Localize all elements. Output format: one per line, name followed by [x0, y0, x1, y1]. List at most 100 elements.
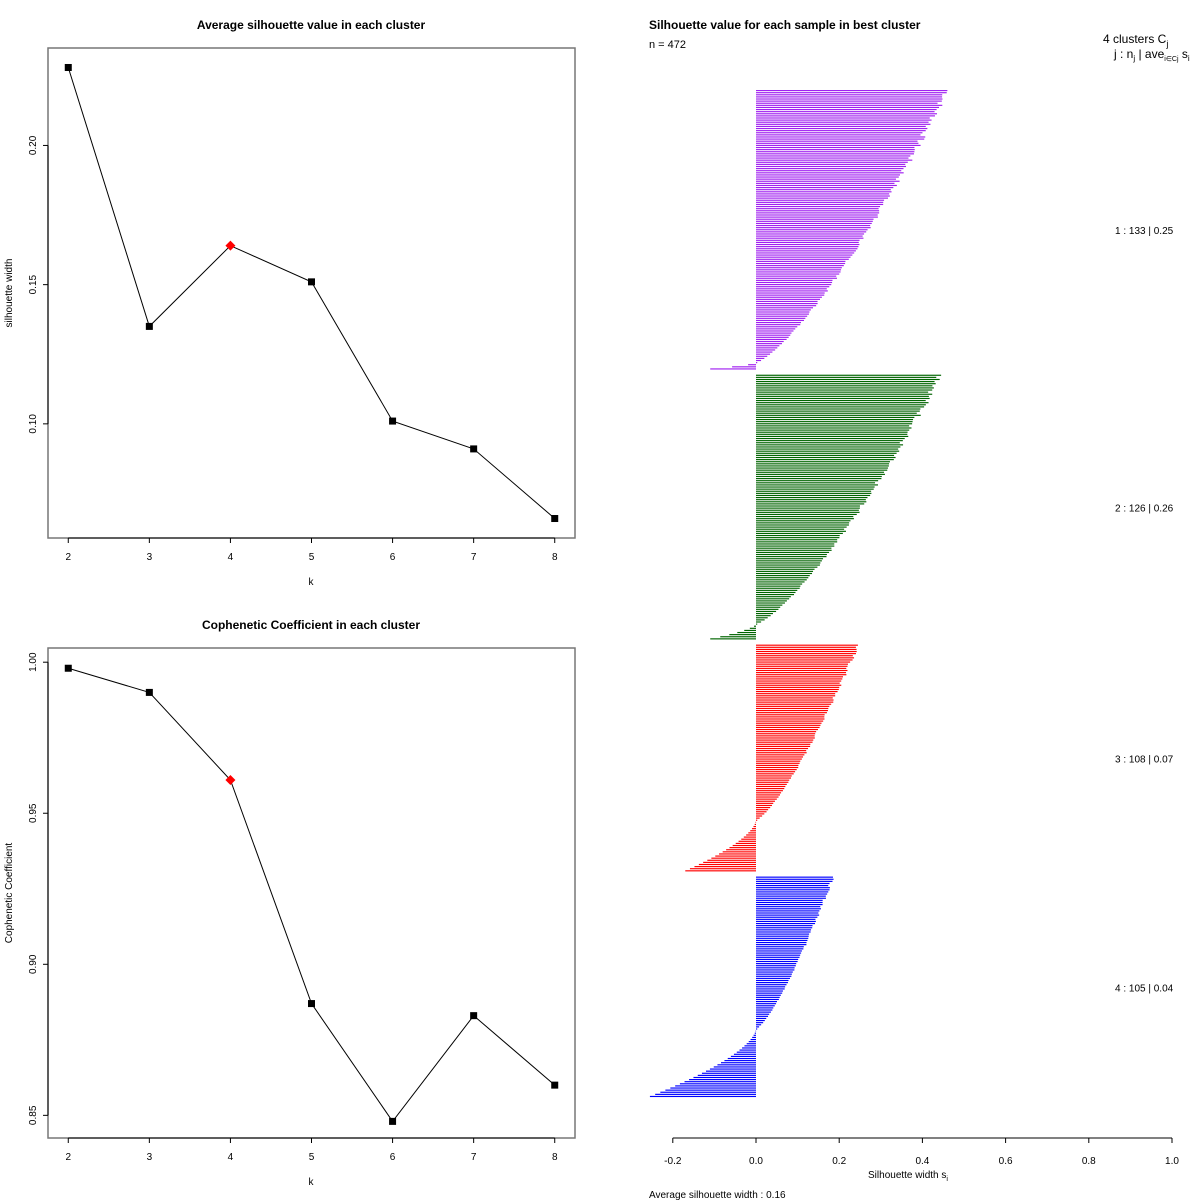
- silhouette-bar: [756, 184, 897, 187]
- x-axis-label: Silhouette width si: [868, 1170, 948, 1183]
- silhouette-bar: [730, 1055, 756, 1057]
- silhouette-bar: [756, 315, 808, 317]
- silhouette-bar: [756, 448, 899, 450]
- silhouette-bar: [709, 1068, 756, 1070]
- silhouette-bar: [756, 779, 790, 781]
- silhouette-bar: [756, 208, 879, 210]
- silhouette-bar: [756, 399, 926, 402]
- silhouette-bar: [756, 596, 791, 598]
- silhouette-bar: [744, 629, 756, 632]
- silhouette-bar: [756, 720, 824, 722]
- silhouette-bar: [756, 480, 879, 482]
- silhouette-bar: [756, 608, 779, 610]
- silhouette-bar: [756, 585, 801, 587]
- silhouette-bar: [698, 863, 756, 866]
- silhouette-bar: [665, 1089, 756, 1091]
- silhouette-bar: [756, 941, 807, 944]
- silhouette-bar: [756, 648, 857, 650]
- silhouette-bar: [756, 813, 765, 815]
- silhouette-bar: [756, 731, 817, 733]
- silhouette-bar: [756, 324, 801, 326]
- silhouette-bar: [756, 140, 918, 142]
- silhouette-bar: [756, 146, 915, 149]
- silhouette-bar: [756, 925, 813, 927]
- cluster-label: 1 : 133 | 0.25: [1115, 226, 1174, 237]
- silhouette-bar: [756, 906, 821, 908]
- silhouette-bar: [756, 168, 904, 170]
- silhouette-bar: [756, 144, 921, 146]
- silhouette-bar: [756, 564, 820, 566]
- silhouette-bar: [756, 650, 857, 653]
- silhouette-bar: [756, 998, 779, 1001]
- silhouette-bar: [756, 889, 830, 891]
- silhouette-bar: [756, 785, 786, 788]
- silhouette-bar: [735, 842, 756, 844]
- silhouette-bar: [756, 416, 915, 419]
- silhouette-bar: [756, 288, 827, 290]
- silhouette-bar: [756, 688, 839, 691]
- silhouette-bar: [756, 465, 889, 467]
- silhouette-bar: [675, 1085, 756, 1087]
- silhouette-bar: [756, 973, 792, 975]
- silhouette-bar: [756, 189, 891, 191]
- silhouette-bar: [746, 1043, 756, 1045]
- silhouette-bar: [756, 524, 849, 526]
- highlight-point: [225, 775, 236, 786]
- silhouette-bar: [756, 199, 885, 201]
- silhouette-bar: [756, 676, 843, 678]
- silhouette-bar: [756, 602, 785, 604]
- silhouette-bar: [756, 486, 875, 488]
- silhouette-bar: [748, 832, 756, 834]
- silhouette-bar: [756, 971, 793, 973]
- silhouette-bar: [756, 355, 768, 357]
- silhouette-bar: [756, 977, 790, 979]
- silhouette-bar: [756, 397, 930, 400]
- silhouette-bar: [756, 804, 772, 807]
- silhouette-bar: [756, 665, 848, 667]
- silhouette-bar: [756, 594, 795, 596]
- silhouette-bar: [756, 1000, 777, 1003]
- silhouette-bar: [756, 526, 847, 528]
- data-point: [551, 515, 559, 523]
- silhouette-bar: [756, 891, 829, 893]
- silhouette-bar: [756, 771, 796, 773]
- silhouette-bar: [756, 952, 802, 954]
- silhouette-bar: [655, 1093, 756, 1095]
- silhouette-bar: [756, 442, 900, 444]
- silhouette-bar: [756, 467, 888, 469]
- silhouette-bar: [694, 866, 756, 868]
- silhouette-bar: [756, 657, 855, 659]
- x-tick-label: 0.0: [749, 1156, 763, 1167]
- silhouette-bar: [756, 965, 796, 967]
- silhouette-bar: [756, 733, 816, 735]
- silhouette-bar: [756, 450, 900, 452]
- silhouette-bar: [756, 383, 936, 385]
- silhouette-bar: [756, 572, 813, 575]
- silhouette-bar: [756, 581, 805, 583]
- silhouette-bar: [756, 724, 821, 726]
- silhouette-bar: [756, 385, 933, 387]
- silhouette-bar: [756, 920, 816, 923]
- silhouette-bar: [756, 412, 917, 414]
- silhouette-bar: [754, 823, 756, 826]
- silhouette-bar: [756, 119, 932, 121]
- silhouette-bar: [748, 1041, 756, 1043]
- silhouette-bar: [756, 946, 804, 948]
- silhouette-bar: [756, 659, 853, 661]
- silhouette-bar: [756, 406, 925, 408]
- silhouette-bar: [685, 870, 756, 872]
- silhouette-bar: [756, 752, 807, 754]
- silhouette-bar: [756, 728, 818, 731]
- silhouette-bar: [756, 600, 787, 602]
- silhouette-bar: [756, 265, 844, 267]
- silhouette-bar: [756, 391, 929, 393]
- cluster-label: 4 : 105 | 0.04: [1115, 983, 1174, 994]
- silhouette-bar: [756, 440, 903, 442]
- silhouette-bar: [756, 975, 792, 977]
- silhouette-bar: [741, 838, 756, 840]
- silhouette-bar: [756, 311, 810, 313]
- silhouette-bar: [756, 302, 818, 305]
- silhouette-bar: [756, 340, 784, 343]
- cluster-label: 2 : 126 | 0.26: [1115, 504, 1174, 515]
- silhouette-bar: [756, 547, 832, 549]
